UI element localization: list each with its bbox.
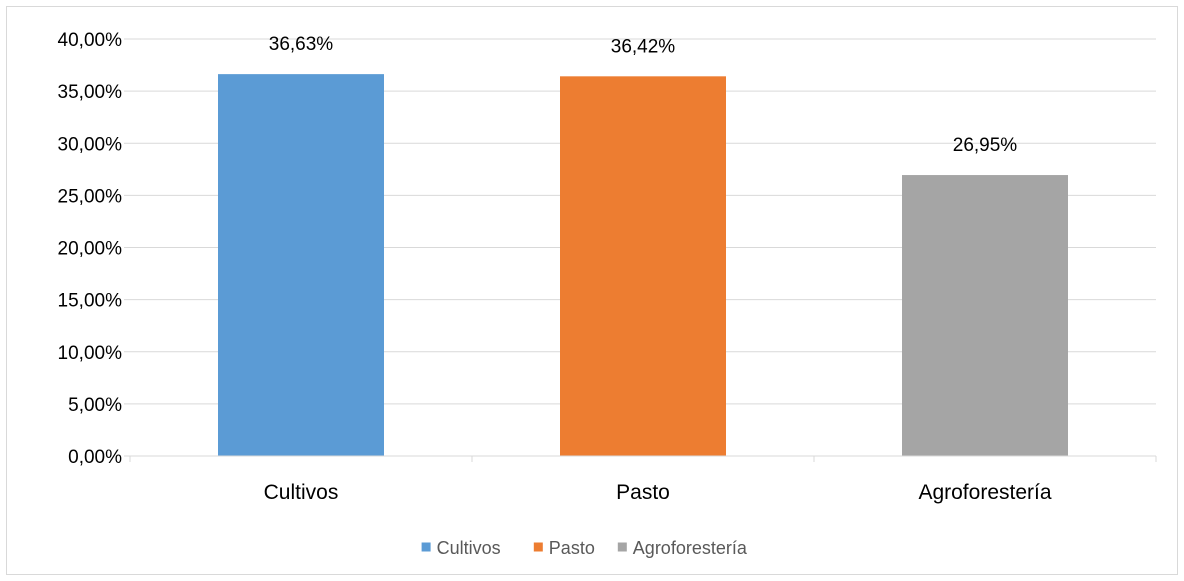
legend-swatch <box>617 542 627 552</box>
legend-label: Agroforestería <box>633 538 748 558</box>
legend-swatch <box>421 542 431 552</box>
bar-pasto <box>560 76 726 456</box>
data-label: 26,95% <box>953 135 1018 156</box>
x-tick-label: Pasto <box>616 481 670 504</box>
data-labels: 36,63% 36,42% 26,95% <box>269 34 1018 156</box>
x-tick-label: Cultivos <box>264 481 339 504</box>
x-axis <box>124 455 1157 462</box>
legend-label: Cultivos <box>437 538 501 558</box>
y-tick-label: 40,00% <box>58 30 123 51</box>
bar-agroforestería <box>902 175 1068 456</box>
y-tick-label: 15,00% <box>58 291 123 312</box>
y-tick-label: 35,00% <box>58 82 123 103</box>
y-tick-label: 0,00% <box>68 447 122 468</box>
y-tick-label: 30,00% <box>58 134 123 155</box>
data-label: 36,63% <box>269 34 334 55</box>
legend: Cultivos Pasto Agroforestería <box>421 538 748 558</box>
y-tick-label: 25,00% <box>58 186 123 207</box>
bars <box>218 74 1068 456</box>
x-axis-tick-labels: Cultivos Pasto Agroforestería <box>264 481 1052 504</box>
y-axis-ticks: 0,00% 5,00% 10,00% 15,00% 20,00% 25,00% 30,00%… <box>58 30 123 468</box>
y-tick-label: 20,00% <box>58 239 123 260</box>
chart-container: 0,00% 5,00% 10,00% 15,00% 20,00% 25,00% 30,00%… <box>6 6 1178 575</box>
bar-cultivos <box>218 74 384 456</box>
y-tick-label: 10,00% <box>58 343 123 364</box>
legend-label: Pasto <box>549 538 595 558</box>
legend-swatch <box>533 542 543 552</box>
y-tick-label: 5,00% <box>68 395 122 416</box>
x-tick-label: Agroforestería <box>918 481 1051 504</box>
bar-chart: 0,00% 5,00% 10,00% 15,00% 20,00% 25,00% 30,00%… <box>58 30 1157 558</box>
data-label: 36,42% <box>611 36 676 57</box>
